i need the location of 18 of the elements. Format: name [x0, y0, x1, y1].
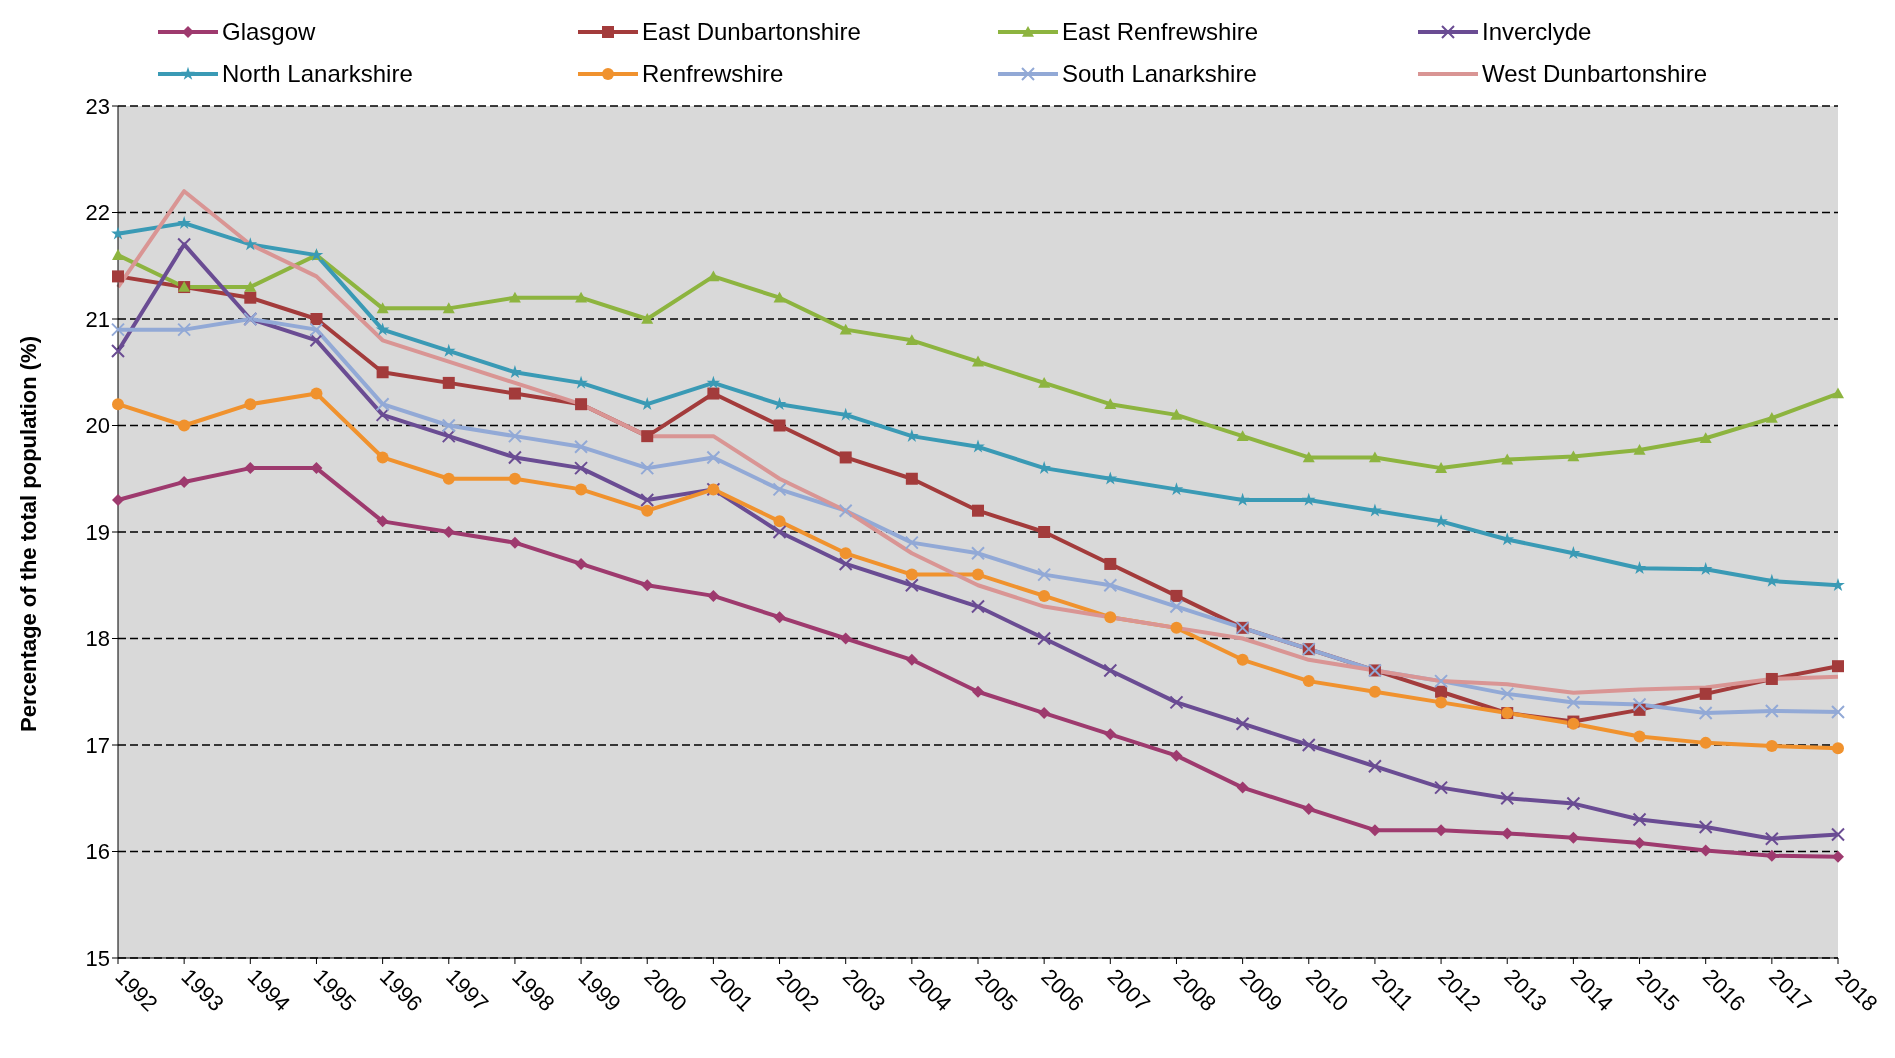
- y-axis-title: Percentage of the total population (%): [15, 335, 41, 732]
- legend-label: East Renfrewshire: [1062, 18, 1259, 46]
- y-tick-label: 16: [85, 839, 110, 865]
- y-tick-label: 20: [85, 413, 110, 439]
- legend-label: Glasgow: [222, 18, 316, 46]
- legend-label: West Dunbartonshire: [1482, 60, 1707, 88]
- legend-label: South Lanarkshire: [1062, 60, 1257, 88]
- y-tick-label: 22: [85, 200, 110, 226]
- legend-label: North Lanarkshire: [222, 60, 413, 88]
- y-tick-label: 18: [85, 626, 110, 652]
- y-tick-label: 15: [85, 945, 110, 971]
- y-tick-label: 23: [85, 93, 110, 119]
- legend-label: Renfrewshire: [642, 60, 784, 88]
- legend-label: East Dunbartonshire: [642, 18, 861, 46]
- y-tick-label: 21: [85, 306, 110, 332]
- legend-label: Inverclyde: [1482, 18, 1592, 46]
- y-tick-label: 19: [85, 519, 110, 545]
- y-tick-label: 17: [85, 732, 110, 758]
